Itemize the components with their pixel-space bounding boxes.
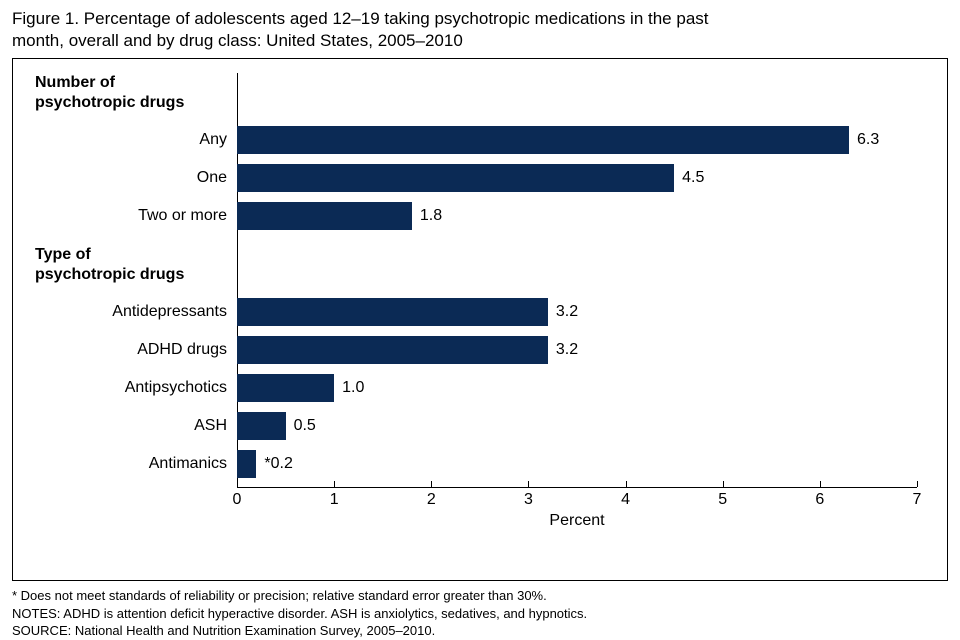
group-gap (27, 235, 917, 245)
bar-track: 3.2 (237, 293, 917, 331)
bar-row: Antipsychotics 1.0 (27, 369, 917, 407)
bar-row: ASH 0.5 (27, 407, 917, 445)
plot-region: Number of psychotropic drugs Any 6.3 One… (27, 73, 917, 483)
chart-body: Number of psychotropic drugs Any 6.3 One… (27, 73, 917, 530)
bar-row: Antidepressants 3.2 (27, 293, 917, 331)
bar-value: 0.5 (294, 417, 316, 435)
x-tick-label: 4 (621, 491, 630, 509)
bar-value: 4.5 (682, 169, 704, 187)
bar-label: Antidepressants (27, 303, 237, 321)
x-tick (431, 481, 432, 487)
bar-value: 6.3 (857, 131, 879, 149)
bar-fill (237, 374, 334, 402)
group-heading-type: Type of psychotropic drugs (35, 245, 917, 285)
footnote-notes: NOTES: ADHD is attention deficit hyperac… (12, 605, 948, 623)
x-tick (334, 481, 335, 487)
bar-row: Any 6.3 (27, 121, 917, 159)
bar-fill (237, 298, 548, 326)
x-axis: 01234567 Percent (27, 487, 917, 530)
x-tick (917, 481, 918, 487)
bar-fill (237, 412, 286, 440)
x-tick-label: 2 (427, 491, 436, 509)
bar-track: 4.5 (237, 159, 917, 197)
x-tick-label: 3 (524, 491, 533, 509)
x-tick-label: 7 (913, 491, 922, 509)
bar-value: *0.2 (264, 455, 292, 473)
x-tick (528, 481, 529, 487)
bar-track: 6.3 (237, 121, 917, 159)
bar-track: 1.8 (237, 197, 917, 235)
x-tick (820, 481, 821, 487)
bar-fill (237, 164, 674, 192)
group-heading-line: psychotropic drugs (35, 94, 184, 111)
bar-track: *0.2 (237, 445, 917, 483)
group-heading-line: Number of (35, 74, 115, 91)
bar-label: Two or more (27, 207, 237, 225)
figure-container: Figure 1. Percentage of adolescents aged… (0, 0, 960, 605)
x-tick-label: 0 (233, 491, 242, 509)
bar-label: Antipsychotics (27, 379, 237, 397)
bar-value: 3.2 (556, 341, 578, 359)
bar-fill (237, 202, 412, 230)
bar-row: ADHD drugs 3.2 (27, 331, 917, 369)
bar-row: Two or more 1.8 (27, 197, 917, 235)
bar-row: Antimanics *0.2 (27, 445, 917, 483)
bar-track: 0.5 (237, 407, 917, 445)
x-axis-line-wrap: 01234567 Percent (237, 487, 917, 530)
bar-label: Any (27, 131, 237, 149)
bar-label: ASH (27, 417, 237, 435)
chart-frame: Number of psychotropic drugs Any 6.3 One… (12, 58, 948, 581)
footnotes: * Does not meet standards of reliability… (12, 587, 948, 640)
x-tick (626, 481, 627, 487)
bar-fill (237, 336, 548, 364)
bar-label: ADHD drugs (27, 341, 237, 359)
figure-title-line1: Figure 1. Percentage of adolescents aged… (12, 9, 709, 28)
x-axis-title: Percent (237, 512, 917, 530)
bar-value: 3.2 (556, 303, 578, 321)
x-tick (237, 481, 238, 487)
bar-fill (237, 450, 256, 478)
bar-label: One (27, 169, 237, 187)
group-heading-line: Type of (35, 246, 91, 263)
figure-title: Figure 1. Percentage of adolescents aged… (12, 8, 948, 52)
x-axis-line (237, 487, 917, 488)
bar-track: 1.0 (237, 369, 917, 407)
axis-spacer (27, 487, 237, 530)
bar-value: 1.8 (420, 207, 442, 225)
group-heading-line: psychotropic drugs (35, 266, 184, 283)
x-tick (723, 481, 724, 487)
x-tick-label: 1 (330, 491, 339, 509)
footnote-source: SOURCE: National Health and Nutrition Ex… (12, 622, 948, 640)
x-tick-label: 6 (815, 491, 824, 509)
bar-row: One 4.5 (27, 159, 917, 197)
bar-fill (237, 126, 849, 154)
figure-title-line2: month, overall and by drug class: United… (12, 31, 463, 50)
x-tick-label: 5 (718, 491, 727, 509)
footnote-asterisk: * Does not meet standards of reliability… (12, 587, 948, 605)
bar-track: 3.2 (237, 331, 917, 369)
group-heading-number: Number of psychotropic drugs (35, 73, 917, 113)
bar-label: Antimanics (27, 455, 237, 473)
bar-value: 1.0 (342, 379, 364, 397)
